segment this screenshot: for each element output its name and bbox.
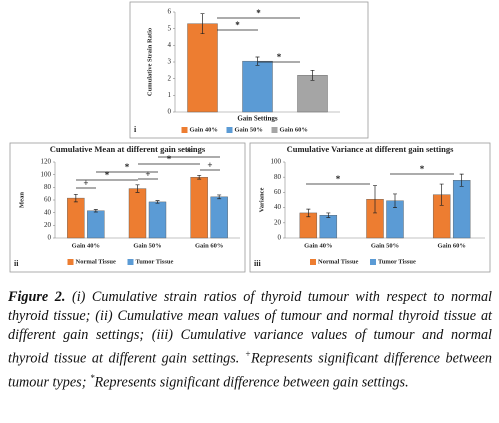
x-tick-label: Gain 60% <box>437 242 465 249</box>
error-bar <box>197 174 202 180</box>
bar <box>319 214 338 239</box>
error-bar <box>200 13 205 35</box>
chart-title: Cumulative Variance at different gain se… <box>287 144 454 154</box>
legend-swatch <box>67 259 74 265</box>
y-tick-label: 40 <box>274 203 282 211</box>
error-bar <box>373 185 377 214</box>
error-bar <box>459 173 464 187</box>
y-tick-label: 20 <box>44 221 52 229</box>
bar <box>190 176 208 239</box>
caption-text: (i) Cumulative strain ratios of thyroid … <box>8 289 492 367</box>
bar <box>242 60 273 113</box>
y-tick-label: 20 <box>274 218 282 226</box>
y-tick-label: 2 <box>168 74 172 82</box>
legend-label: Normal Tissue <box>318 258 359 265</box>
error-bar <box>255 56 260 66</box>
error-bar <box>393 193 397 208</box>
caption-sup: * <box>89 372 95 383</box>
y-axis-label: Mean <box>18 192 25 208</box>
legend-label: Tumor Tissue <box>378 258 416 265</box>
bar <box>148 201 167 239</box>
bar <box>67 197 85 239</box>
significance-mark: * <box>420 164 425 174</box>
significance-mark: + <box>145 169 150 179</box>
panel-border <box>9 142 246 273</box>
y-tick-label: 120 <box>41 158 52 166</box>
figure: 0 1 2 3 4 5 6 Cumulative Strain Ratio Gain Setti… <box>9 1 491 273</box>
panel-label: iii <box>254 259 261 268</box>
legend-label: Normal Tissue <box>76 258 117 265</box>
significance-mark: * <box>105 170 110 180</box>
panel-border <box>129 1 369 139</box>
caption-sup: + <box>244 349 251 359</box>
error-bar <box>326 212 331 218</box>
error-bar <box>310 69 315 81</box>
legend-swatch <box>226 127 233 133</box>
x-tick-label: Gain 60% <box>195 242 223 249</box>
y-tick-label: 100 <box>271 158 282 166</box>
panel-label: ii <box>14 259 19 268</box>
y-axis-label: Variance <box>258 188 265 213</box>
significance-mark: + <box>207 160 212 170</box>
y-axis-label: Cumulative Strain Ratio <box>146 28 153 96</box>
error-bar <box>306 208 311 218</box>
error-bar <box>73 193 78 203</box>
y-tick-label: 40 <box>44 208 52 216</box>
legend-swatch <box>181 127 188 133</box>
x-axis-label: Gain Settings <box>237 115 278 123</box>
caption-text: Represents significant difference betwee… <box>8 350 492 391</box>
significance-mark: + <box>83 178 88 188</box>
panel-label: i <box>134 125 137 134</box>
y-tick-label: 80 <box>274 173 282 181</box>
significance-mark: * <box>167 154 172 164</box>
x-tick-label: Gain 50% <box>371 242 399 249</box>
bar <box>187 23 218 113</box>
chart-title: Cumulative Mean at different gain settin… <box>50 144 206 154</box>
significance-mark: * <box>336 174 341 184</box>
error-bar <box>155 200 160 204</box>
bar <box>87 210 105 239</box>
y-tick-label: 60 <box>44 196 52 204</box>
legend-label: Gain 40% <box>190 126 218 133</box>
y-tick-label: 5 <box>168 24 172 32</box>
panel-border <box>249 142 491 273</box>
bar <box>452 180 471 239</box>
y-tick-label: 100 <box>41 170 52 178</box>
error-bar <box>439 183 444 206</box>
x-tick-label: Gain 50% <box>133 242 161 249</box>
bar <box>128 188 147 239</box>
significance-mark: * <box>235 20 240 30</box>
caption-label: Figure 2. <box>8 289 66 305</box>
y-tick-label: 4 <box>168 41 172 49</box>
y-tick-label: 0 <box>168 108 172 116</box>
legend-swatch <box>271 127 278 133</box>
y-tick-label: 60 <box>274 188 282 196</box>
error-bar <box>217 194 222 200</box>
y-tick-label: 1 <box>168 91 172 99</box>
caption: Figure 2. (i) Cumulative strain ratios o… <box>8 288 492 392</box>
error-bar <box>135 184 140 193</box>
significance-mark: * <box>277 52 282 62</box>
legend-swatch <box>370 259 376 265</box>
y-tick-label: 80 <box>44 183 52 191</box>
y-tick-label: 3 <box>168 58 172 66</box>
error-bar <box>93 209 98 213</box>
bar <box>210 196 228 239</box>
legend-label: Tumor Tissue <box>136 258 174 265</box>
caption-text: Represents significant difference betwee… <box>94 374 409 391</box>
significance-mark: * <box>187 147 192 157</box>
y-tick-label: 6 <box>168 8 172 16</box>
x-tick-label: Gain 40% <box>72 242 100 249</box>
y-tick-label: 0 <box>48 234 52 242</box>
bar <box>297 75 328 113</box>
legend-label: Gain 60% <box>280 126 308 133</box>
significance-mark: * <box>125 162 130 172</box>
legend-swatch <box>310 259 316 265</box>
y-tick-label: 0 <box>278 234 282 242</box>
significance-mark: * <box>256 8 261 18</box>
x-tick-label: Gain 40% <box>304 242 332 249</box>
legend-swatch <box>127 259 134 265</box>
legend-label: Gain 50% <box>235 126 263 133</box>
